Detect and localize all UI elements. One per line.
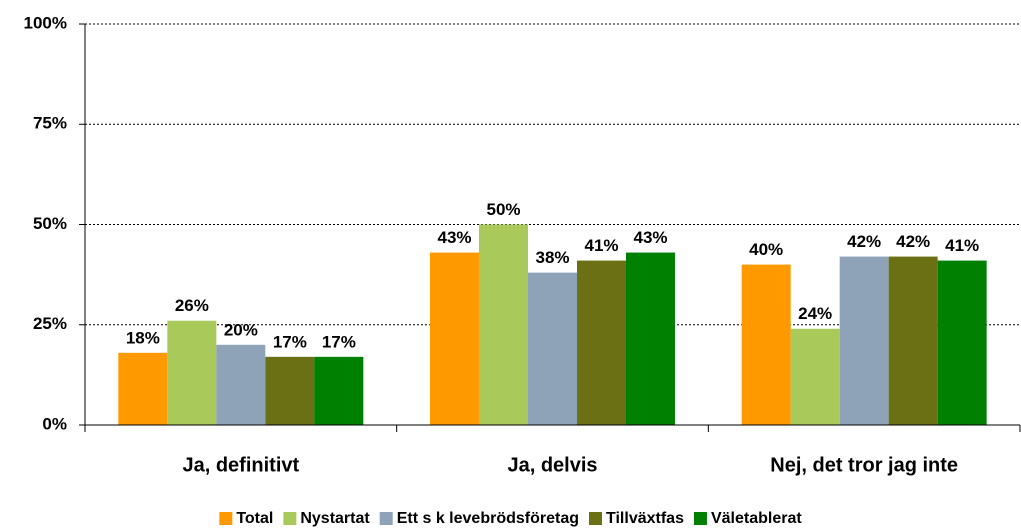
bar (626, 252, 675, 425)
data-label: 38% (535, 248, 569, 267)
legend-label: Tillväxtfas (606, 510, 684, 527)
data-label: 26% (175, 296, 209, 315)
data-label: 42% (847, 232, 881, 251)
bar (790, 328, 840, 425)
bar (528, 272, 577, 425)
y-tick-label: 0% (42, 414, 67, 433)
legend-swatch (219, 512, 233, 525)
bar (888, 256, 938, 425)
data-label: 17% (273, 332, 307, 351)
bar (577, 260, 626, 425)
x-tick-label: Ja, definitivt (182, 454, 299, 476)
bar (430, 252, 479, 425)
y-tick-label: 50% (33, 214, 67, 233)
y-tick-label: 75% (33, 114, 67, 133)
bar (167, 320, 217, 425)
data-label: 50% (486, 200, 520, 219)
bar (479, 224, 528, 425)
bar (937, 260, 987, 425)
bar (741, 264, 791, 425)
data-label: 40% (749, 240, 783, 259)
data-label: 43% (437, 228, 471, 247)
x-tick-label: Ja, delvis (507, 454, 597, 476)
data-label: 41% (945, 236, 979, 255)
bar (839, 256, 889, 425)
x-tick-label: Nej, det tror jag inte (770, 454, 958, 476)
data-label: 24% (798, 304, 832, 323)
legend-label: Total (236, 510, 273, 527)
legend-swatch (588, 512, 602, 525)
y-tick-label: 100% (24, 13, 67, 32)
legend-label: Väletablerat (711, 510, 802, 527)
bar (216, 344, 266, 425)
legend-swatch (379, 512, 393, 525)
legend-swatch (283, 512, 297, 525)
legend-label: Ett s k levebrödsföretag (397, 510, 579, 527)
y-tick-label: 25% (33, 314, 67, 333)
legend-swatch (693, 512, 707, 525)
bar (314, 356, 364, 425)
data-label: 20% (224, 320, 258, 339)
bar (265, 356, 315, 425)
data-label: 18% (126, 328, 160, 347)
data-label: 41% (584, 236, 618, 255)
data-label: 42% (896, 232, 930, 251)
data-label: 17% (322, 332, 356, 351)
legend: Total Nystartat Ett s k levebrödsföretag Ti… (219, 510, 802, 527)
legend-label: Nystartat (300, 510, 370, 527)
data-label: 43% (633, 228, 667, 247)
bar (118, 352, 168, 425)
